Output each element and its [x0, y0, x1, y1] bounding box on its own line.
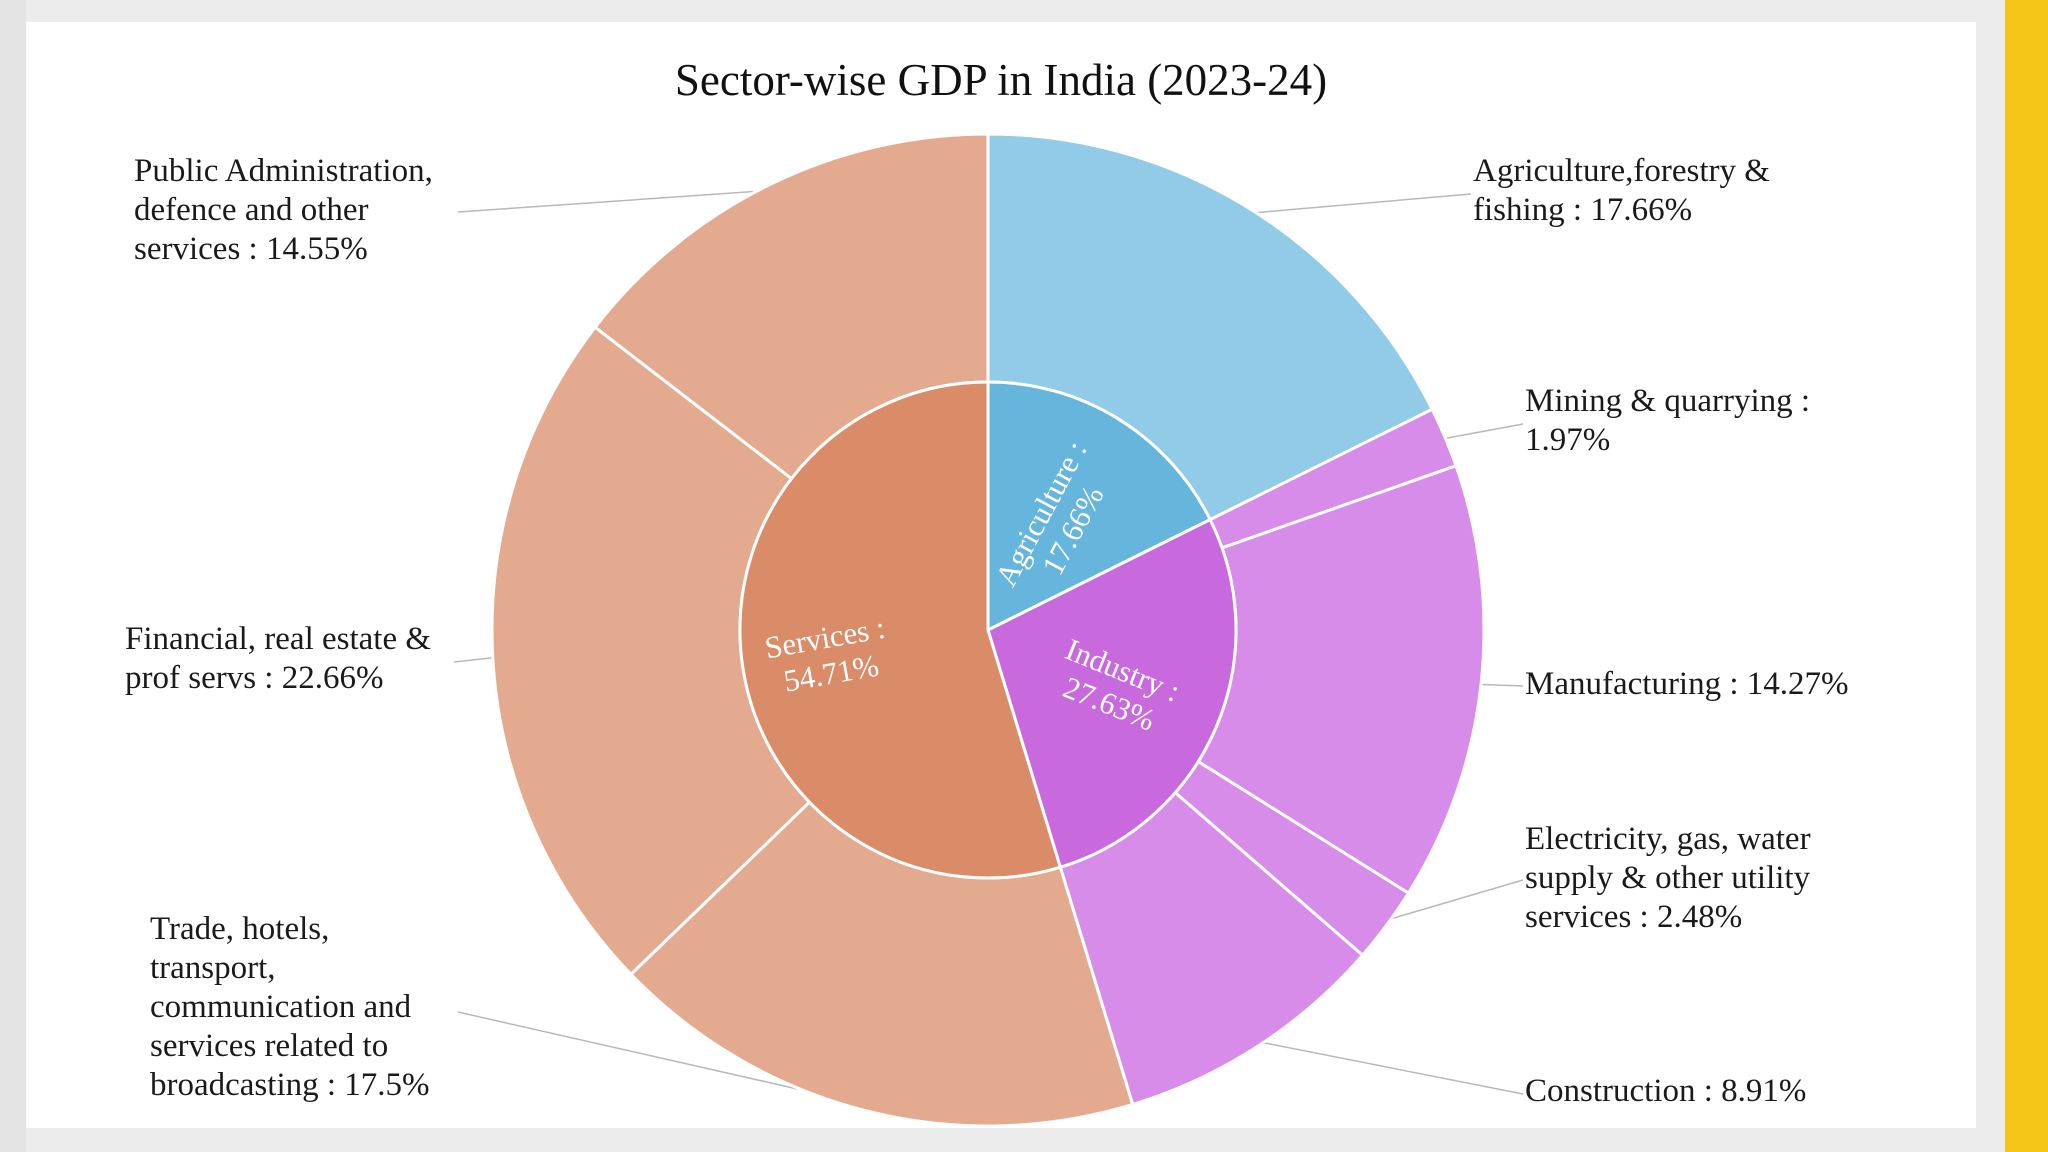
inner-slice-industry[interactable]	[986, 517, 1238, 870]
leader-line-public-administration-defence-and-other-services	[457, 189, 772, 213]
leader-line-agriculture-forestry-fishing	[1246, 193, 1472, 215]
outer-label-manufacturing: Manufacturing : 14.27%	[1525, 666, 1849, 702]
background-stripe	[0, 0, 26, 1152]
chart-title: Sector-wise GDP in India (2023-24)	[674, 55, 1328, 105]
inner-slice-services[interactable]	[738, 380, 1063, 880]
leader-line-electricity-gas-water-supply-other-utility-services	[1381, 879, 1524, 923]
outer-label-electricity-gas-water-supply-other-utility-services: Electricity, gas, water supply & other u…	[1525, 821, 1811, 935]
leader-line-construction	[1254, 1040, 1524, 1095]
inner-slice-agriculture[interactable]	[986, 380, 1213, 633]
leader-line-mining-quarrying	[1439, 423, 1524, 441]
outer-label-public-administration-defence-and-other-services: Public Administration, defence and other…	[134, 153, 433, 267]
outer-label-financial-real-estate-prof-servs: Financial, real estate & prof servs : 22…	[125, 621, 432, 696]
sunburst-chart: Agriculture :17.66%Industry :27.63%Servi…	[453, 132, 1524, 1128]
chart-card: Sector-wise GDP in India (2023-24) Agric…	[26, 22, 1976, 1128]
outer-label-mining-quarrying: Mining & quarrying : 1.97%	[1525, 383, 1811, 458]
outer-label-agriculture-forestry-fishing: Agriculture,forestry & fishing : 17.66%	[1473, 153, 1770, 228]
outer-label-construction: Construction : 8.91%	[1525, 1073, 1807, 1109]
leader-line-manufacturing	[1474, 683, 1524, 687]
outer-label-trade-hotels-transport-communication-and-services-related-to-broadcasting: Trade, hotels, transport, communication …	[150, 911, 430, 1103]
accent-bar	[2005, 0, 2048, 1152]
